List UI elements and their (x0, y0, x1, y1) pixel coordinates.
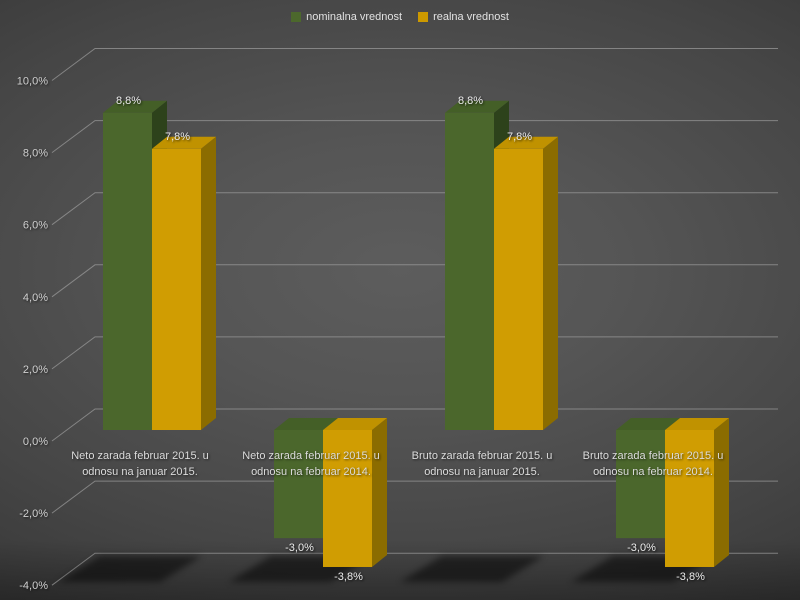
bar-floor-shadow (400, 556, 544, 582)
y-axis-tick-label: 8,0% (23, 148, 48, 160)
bar-front-face (103, 112, 152, 430)
legend-swatch-gold-icon (418, 12, 429, 22)
bar-top-face (274, 418, 338, 430)
bar-side-face (714, 418, 729, 567)
y-axis-tick-label: 6,0% (23, 220, 48, 232)
bar-floor-shadow (58, 556, 202, 582)
bar-top-face (665, 418, 729, 430)
bar-front-face (665, 430, 714, 567)
legend-label-nominalna: nominalna vrednost (306, 11, 403, 23)
bar-value-label: -3,0% (627, 542, 656, 554)
gridline (51, 120, 778, 154)
y-axis-tick-label: -4,0% (19, 580, 48, 592)
bar-front-face (445, 112, 494, 430)
bar-side-face (201, 136, 216, 430)
bar-realna-vrednost-2 (494, 136, 558, 430)
y-axis-tick-label: 0,0% (23, 436, 48, 448)
bar-realna-vrednost-1 (323, 418, 387, 567)
bar-realna-vrednost-3 (665, 418, 729, 567)
gridline (51, 480, 778, 514)
bar-value-label: -3,0% (285, 542, 314, 554)
legend-item-realna-vrednost: realna vrednost (418, 11, 509, 23)
bar-front-face (152, 148, 201, 430)
category-label: Neto zarada februar 2015. u odnosu na feb… (242, 450, 380, 478)
legend-item-nominalna-vrednost: nominalna vrednost (291, 11, 402, 23)
y-axis-tick-label: 4,0% (23, 292, 48, 304)
category-label: Bruto zarada februar 2015. u odnosu na ja… (412, 450, 553, 478)
bar-top-face (494, 136, 558, 149)
bar-side-face (543, 136, 558, 430)
bar-value-label: -3,8% (676, 571, 705, 583)
y-axis-tick-label: -2,0% (19, 508, 48, 520)
chart-legend: nominalna vrednost realna vrednost (0, 11, 800, 23)
bar-value-label: 8,8% (116, 95, 141, 107)
bar-value-label: 7,8% (165, 131, 190, 143)
category-label: Bruto zarada februar 2015. u odnosu na fe… (583, 450, 724, 478)
gridline (51, 552, 778, 586)
category-label: Neto zarada februar 2015. u odnosu na jan… (71, 450, 209, 478)
bar-front-face (274, 430, 323, 539)
y-axis-tick-label: 10,0% (17, 76, 48, 88)
bar-top-face (616, 418, 680, 430)
bar-top-face (152, 136, 216, 149)
bar-value-label: 8,8% (458, 95, 483, 107)
legend-label-realna: realna vrednost (433, 11, 509, 23)
bar-top-face (103, 100, 167, 113)
legend-swatch-green-icon (291, 12, 302, 22)
bar-front-face (616, 430, 665, 539)
bar-value-label: 7,8% (507, 131, 532, 143)
bar-top-face (445, 100, 509, 113)
bar-front-face (323, 430, 372, 567)
y-axis-tick-label: 2,0% (23, 364, 48, 376)
bar-top-face (323, 418, 387, 430)
gridline (51, 48, 778, 81)
bar-side-face (372, 418, 387, 567)
bar-value-label: -3,8% (334, 571, 363, 583)
bar-front-face (494, 148, 543, 430)
bar-realna-vrednost-0 (152, 136, 216, 430)
